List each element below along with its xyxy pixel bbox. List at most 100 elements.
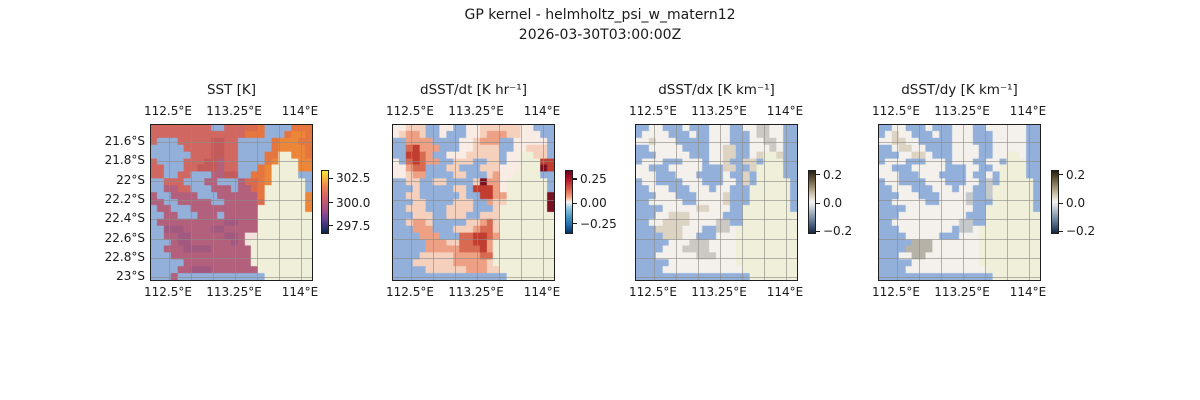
meridian-gridline: [654, 125, 655, 280]
figure-title-line2: 2026-03-30T03:00:00Z: [518, 27, 682, 43]
lat-tick-label: 21.8°S: [104, 153, 145, 168]
colorbar-tick-label: 0.0: [823, 196, 843, 211]
map-canvas-3: [636, 125, 797, 280]
meridian-gridline: [919, 125, 920, 280]
parallel-gridline: [151, 180, 312, 182]
meridian-gridline: [720, 125, 721, 280]
parallel-gridline: [879, 257, 1040, 259]
map-canvas-2: [393, 125, 554, 280]
map-frame-3: [635, 124, 798, 281]
colorbar-tick: [1059, 202, 1063, 204]
lon-tick-label-top: 113.25°E: [934, 104, 990, 118]
colorbar-tick: [816, 174, 820, 176]
colorbar-tick-label: 302.5: [336, 171, 371, 186]
parallel-gridline: [393, 277, 554, 279]
parallel-gridline: [636, 219, 797, 221]
map-frame-4: [878, 124, 1041, 281]
lat-tick-label: 22.8°S: [104, 249, 145, 264]
colorbar-tick-label: 0.25: [580, 172, 607, 187]
colorbar-tick: [573, 202, 577, 204]
map-panel-1: SST [K] 112.5°E 112.5°E 113.25°E 113.25°E 114…: [105, 82, 319, 299]
map-panel-4: dSST/dy [K km⁻¹] 112.5°E 112.5°E 113.25°E 11…: [872, 82, 1046, 299]
parallel-gridline: [393, 238, 554, 240]
meridian-gridline: [411, 125, 412, 280]
map-panel-3: dSST/dx [K km⁻¹] 112.5°E 112.5°E 113.25°E 11…: [629, 82, 803, 299]
meridian-gridline: [477, 125, 478, 280]
meridian-gridline: [786, 125, 787, 280]
parallel-gridline: [393, 180, 554, 182]
lat-tick-label: 21.6°S: [104, 134, 145, 148]
lon-tick-label-top: 113.25°E: [691, 104, 747, 118]
lon-tick-label-bottom: 112.5°E: [144, 285, 192, 299]
meridian-gridline: [897, 125, 898, 280]
parallel-gridline: [879, 238, 1040, 240]
meridian-gridline: [963, 125, 964, 280]
figure-title-line1: GP kernel - helmholtz_psi_w_matern12: [464, 7, 736, 23]
colorbar-tick-label: −0.25: [580, 216, 617, 231]
map-canvas-1: [151, 125, 312, 280]
lon-tick-label-top: 112.5°E: [872, 104, 920, 118]
colorbar-tick: [329, 202, 333, 204]
meridian-gridline: [1029, 125, 1030, 280]
meridian-gridline: [521, 125, 522, 280]
lon-tick-label-bottom: 113.25°E: [448, 285, 504, 299]
meridian-gridline: [279, 125, 280, 280]
parallel-gridline: [393, 199, 554, 201]
meridian-gridline: [169, 125, 170, 280]
parallel-gridline: [393, 142, 554, 143]
lon-tick-label-top: 112.5°E: [386, 104, 434, 118]
meridian-gridline: [455, 125, 456, 280]
parallel-gridline: [151, 199, 312, 201]
parallel-gridline: [636, 142, 797, 143]
map-canvas-4: [879, 125, 1040, 280]
lon-tick-label-bottom: 112.5°E: [629, 285, 677, 299]
parallel-gridline: [151, 277, 312, 279]
parallel-gridline: [151, 142, 312, 143]
lon-tick-label-top: 114°E: [281, 104, 319, 118]
parallel-gridline: [879, 277, 1040, 279]
parallel-gridline: [636, 161, 797, 163]
parallel-gridline: [636, 199, 797, 201]
parallel-gridline: [393, 161, 554, 163]
meridian-gridline: [499, 125, 500, 280]
panel-title-1: SST [K]: [206, 82, 257, 98]
colorbar-tick: [1059, 174, 1063, 176]
parallel-gridline: [393, 219, 554, 221]
colorbar-4: 0.2 0.0 −0.2: [1051, 168, 1095, 238]
lon-tick-label-top: 112.5°E: [629, 104, 677, 118]
colorbar-tick-label: 0.00: [580, 196, 607, 211]
meridian-gridline: [676, 125, 677, 280]
panel-title-4: dSST/dy [K km⁻¹]: [901, 82, 1018, 98]
colorbar-tick: [573, 223, 577, 225]
meridian-gridline: [543, 125, 544, 280]
lon-tick-label-bottom: 113.25°E: [691, 285, 747, 299]
parallel-gridline: [879, 142, 1040, 143]
lon-tick-label-bottom: 114°E: [766, 285, 804, 299]
panel-title-2: dSST/dt [K hr⁻¹]: [420, 82, 527, 98]
lon-tick-label-bottom: 113.25°E: [934, 285, 990, 299]
colorbar-tick-label: 0.2: [1066, 167, 1086, 182]
parallel-gridline: [636, 238, 797, 240]
colorbar-1: 302.5 300.0 297.5: [321, 170, 370, 234]
parallel-gridline: [636, 180, 797, 182]
panel-title-3: dSST/dx [K km⁻¹]: [658, 82, 775, 98]
colorbar-3: 0.2 0.0 −0.2: [808, 168, 852, 238]
meridian-gridline: [985, 125, 986, 280]
lon-tick-label-bottom: 114°E: [1009, 285, 1047, 299]
meridian-gridline: [301, 125, 302, 280]
meridian-gridline: [698, 125, 699, 280]
map-panel-2: dSST/dt [K hr⁻¹] 112.5°E 112.5°E 113.25°E 11…: [386, 82, 560, 299]
meridian-gridline: [764, 125, 765, 280]
parallel-gridline: [879, 161, 1040, 163]
map-frame-1: [150, 124, 313, 281]
colorbar-tick: [816, 230, 820, 232]
meridian-gridline: [257, 125, 258, 280]
lon-tick-label-bottom: 114°E: [281, 285, 319, 299]
meridian-gridline: [235, 125, 236, 280]
parallel-gridline: [879, 199, 1040, 201]
colorbar-tick-label: 297.5: [336, 218, 371, 233]
colorbar-tick: [329, 177, 333, 180]
colorbar-tick-label: 300.0: [336, 195, 371, 210]
colorbar-tick-label: −0.2: [823, 224, 853, 239]
